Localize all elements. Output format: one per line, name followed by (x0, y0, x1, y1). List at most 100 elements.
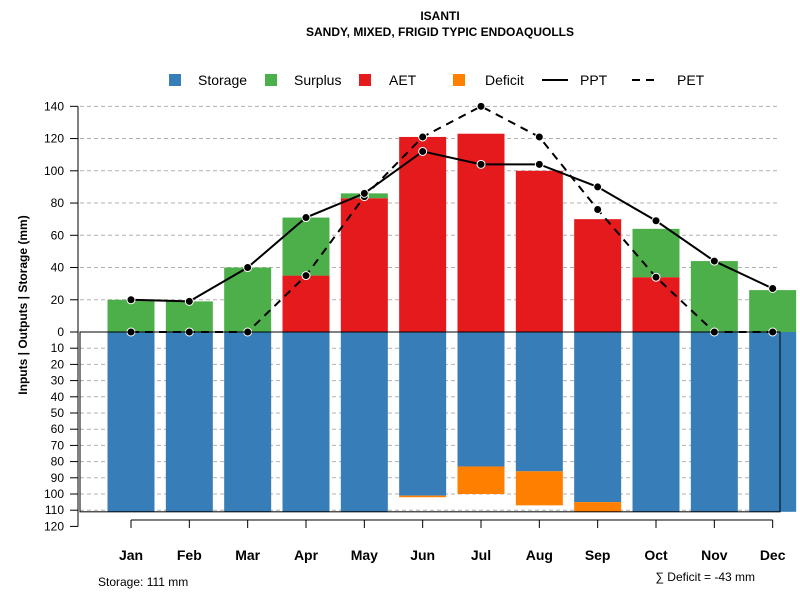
storage-bar (282, 332, 330, 512)
storage-bar (399, 332, 447, 496)
x-tick-label: Feb (177, 547, 202, 563)
storage-bar (224, 332, 272, 512)
ppt-point (126, 295, 136, 305)
y-tick-label: 70 (51, 438, 65, 452)
legend-key-storage (169, 74, 181, 86)
x-tick-label: Dec (760, 547, 786, 563)
ppt-line (130, 150, 774, 303)
aet-bar (282, 275, 330, 332)
y-tick-label: 40 (51, 261, 65, 275)
ppt-point (476, 159, 486, 169)
legend-key-aet (359, 74, 371, 86)
storage-bar (107, 332, 155, 512)
y-tick-label: 120 (44, 519, 64, 533)
ppt-point (534, 159, 544, 169)
ppt-point (709, 256, 719, 266)
storage-bar (165, 332, 213, 512)
y-tick-label: 80 (51, 455, 65, 469)
aet-bar (515, 170, 563, 332)
pet-point (301, 271, 311, 281)
surplus-bar (224, 267, 272, 332)
pet-point (534, 132, 544, 142)
legend-label-surplus: Surplus (294, 72, 341, 88)
pet-point (476, 101, 486, 111)
surplus-bar (749, 290, 797, 332)
aet-bar (340, 198, 388, 332)
legend-label-ppt: PPT (580, 72, 608, 88)
surplus-bar (107, 299, 155, 332)
y-tick-label: 110 (45, 503, 64, 517)
deficit-bar (515, 471, 563, 506)
y-tick-label: 20 (51, 293, 65, 307)
x-tick-label: Apr (294, 547, 319, 563)
y-tick-label: 60 (51, 228, 65, 242)
storage-bar (574, 332, 622, 503)
legend-label-aet: AET (389, 72, 417, 88)
ppt-point (243, 263, 253, 273)
y-tick-label: 60 (51, 422, 65, 436)
pet-point (593, 204, 603, 214)
ppt-point (651, 216, 661, 226)
x-tick-label: Aug (526, 547, 553, 563)
aet-bar (399, 136, 447, 332)
storage-bar (690, 332, 738, 512)
bars (107, 133, 797, 512)
y-tick-label: 120 (44, 132, 64, 146)
deficit-bar (457, 466, 505, 494)
y-tick-label: 140 (44, 99, 64, 113)
y-tick-label: 50 (51, 406, 65, 420)
x-tick-label: May (351, 547, 378, 563)
chart-title: ISANTI (420, 9, 459, 23)
aet-bar (574, 219, 622, 332)
aet-bar (632, 277, 680, 332)
storage-bar (457, 332, 505, 467)
ppt-point (593, 182, 603, 192)
x-tick-label: Oct (644, 547, 668, 563)
surplus-bar (690, 261, 738, 332)
y-axis-label: Inputs | Outputs | Storage (mm) (16, 215, 30, 394)
surplus-bar (632, 228, 680, 278)
surplus-bar (282, 217, 330, 276)
surplus-bar (165, 301, 213, 332)
axes: 0 20 40 60 80 100 120 140 10 20 30 40 50 60 70 80 90 100 1… (44, 99, 786, 563)
y-tick-label: 40 (51, 390, 65, 404)
y-tick-label: 100 (44, 164, 64, 178)
storage-footer: Storage: 111 mm (98, 575, 188, 589)
y-tick-label: 100 (44, 487, 64, 501)
y-tick-label: 10 (51, 341, 65, 355)
legend-key-surplus (265, 74, 277, 86)
storage-bar (749, 332, 797, 512)
ppt-point (301, 213, 311, 223)
x-tick-label: Nov (701, 547, 728, 563)
deficit-bar (399, 495, 447, 498)
y-tick-label: 80 (51, 196, 65, 210)
legend-key-deficit (453, 74, 465, 86)
y-tick-label: 90 (51, 471, 65, 485)
y-tick-label: 20 (51, 357, 65, 371)
ppt-point (768, 283, 778, 293)
storage-bar (632, 332, 680, 512)
legend: Storage Surplus AET Deficit PPT PET (169, 72, 705, 88)
pet-point (418, 132, 428, 142)
legend-label-deficit: Deficit (485, 72, 524, 88)
storage-bar (340, 332, 388, 512)
ppt-point (418, 146, 428, 156)
x-tick-label: Jun (410, 547, 435, 563)
x-tick-label: Jul (471, 547, 491, 563)
series-lines (126, 101, 778, 337)
y-tick-label: 0 (57, 325, 64, 339)
ppt-point (184, 296, 194, 306)
x-tick-label: Mar (235, 547, 260, 563)
legend-label-pet: PET (677, 72, 705, 88)
ppt-point (359, 188, 369, 198)
chart-subtitle: SANDY, MIXED, FRIGID TYPIC ENDOAQUOLLS (306, 25, 574, 39)
x-tick-label: Jan (119, 547, 143, 563)
storage-bar (515, 332, 563, 472)
pet-point (651, 272, 661, 282)
deficit-bar (574, 502, 622, 512)
pet-line (131, 105, 773, 333)
deficit-footer: ∑ Deficit = -43 mm (655, 570, 755, 584)
x-tick-label: Sep (585, 547, 611, 563)
legend-label-storage: Storage (198, 72, 247, 88)
